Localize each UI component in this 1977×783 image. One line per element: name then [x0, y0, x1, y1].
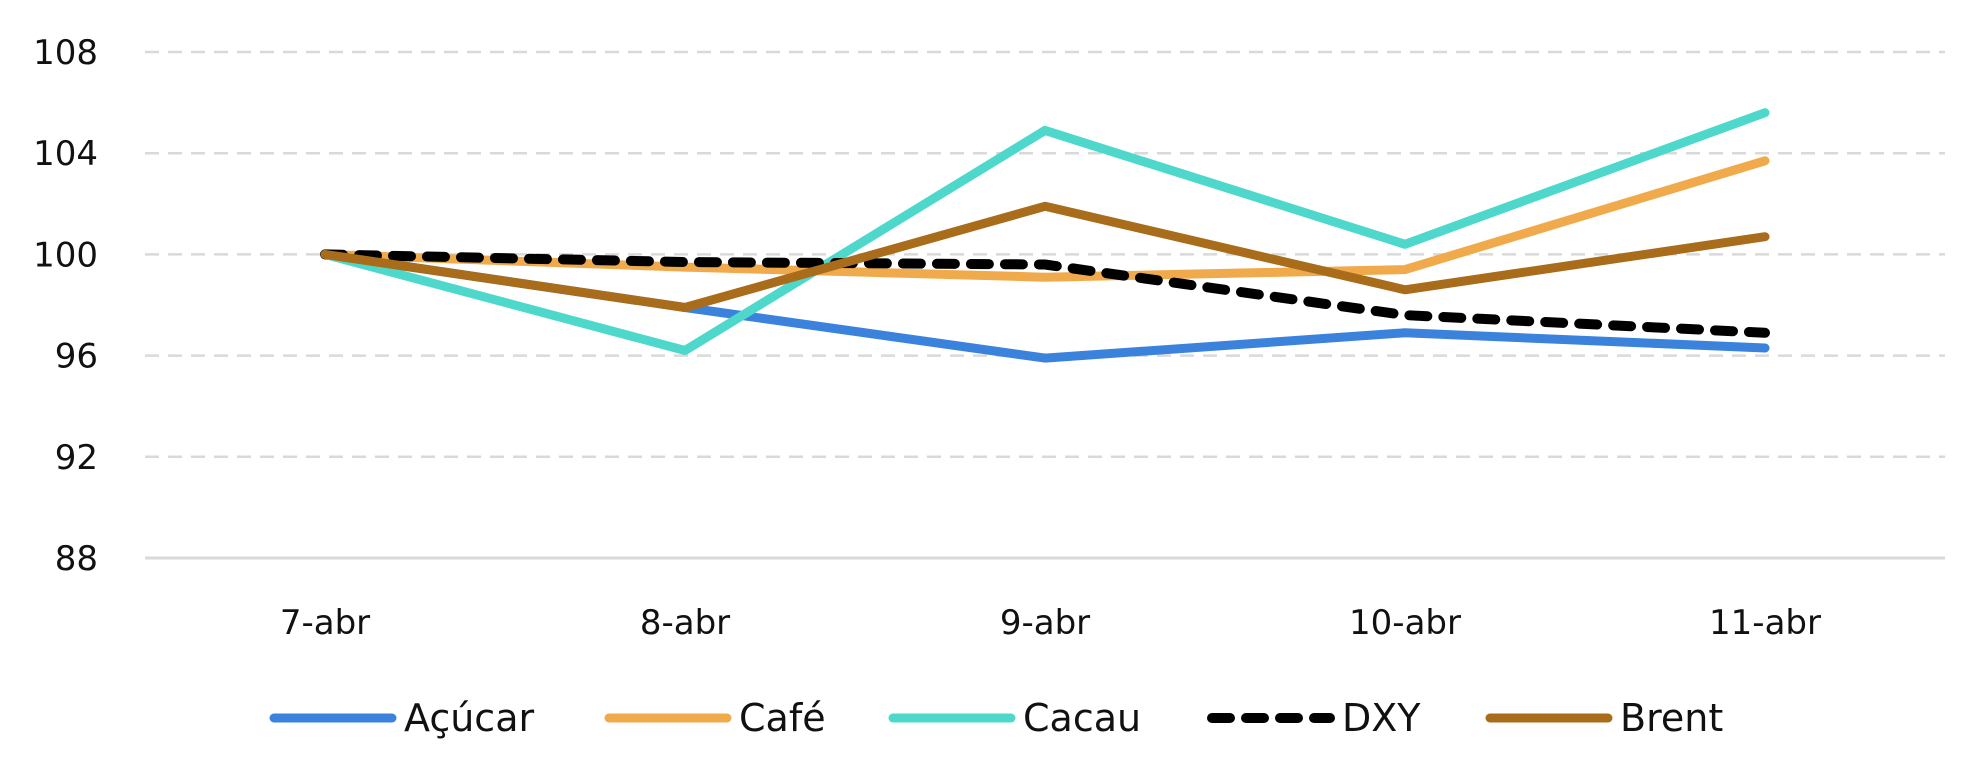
series-lines [320, 108, 1770, 363]
legend-label: DXY [1342, 696, 1421, 740]
legend-label: Cacau [1023, 696, 1141, 740]
x-tick-label: 9-abr [1000, 603, 1090, 643]
x-tick-label: 7-abr [280, 603, 370, 643]
series-line-cacau [320, 108, 1770, 355]
y-tick-label: 100 [33, 235, 98, 275]
y-tick-label: 88 [55, 539, 98, 579]
legend-label: Brent [1620, 696, 1723, 740]
legend-item: Açúcar [269, 696, 534, 740]
y-axis: 88 92 96 100 104 108 [33, 33, 98, 579]
legend-item: Cacau [888, 696, 1141, 740]
y-tick-label: 92 [55, 438, 98, 478]
x-tick-label: 11-abr [1709, 603, 1821, 643]
y-tick-label: 96 [55, 337, 98, 377]
y-tick-label: 104 [33, 134, 98, 174]
x-axis: 7-abr 8-abr 9-abr 10-abr 11-abr [280, 603, 1821, 643]
legend-item: Café [604, 696, 826, 740]
legend-label: Café [739, 696, 826, 740]
x-tick-label: 8-abr [640, 603, 730, 643]
y-tick-label: 108 [33, 33, 98, 73]
legend: Açúcar Café Cacau DXY Brent [269, 696, 1723, 740]
legend-label: Açúcar [404, 696, 534, 740]
x-tick-label: 10-abr [1349, 603, 1461, 643]
legend-item: Brent [1485, 696, 1723, 740]
legend-item: DXY [1207, 696, 1421, 740]
